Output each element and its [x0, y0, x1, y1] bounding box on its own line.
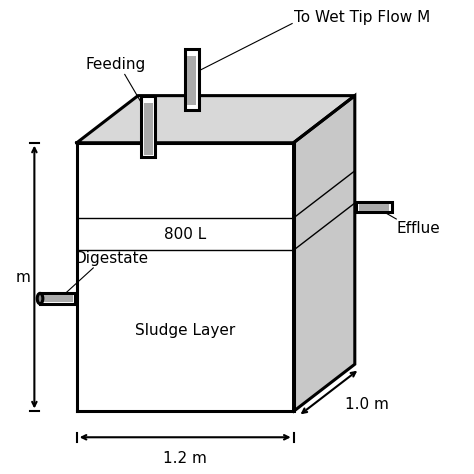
Text: Efflue: Efflue — [396, 221, 440, 237]
Text: Sludge Layer: Sludge Layer — [135, 323, 235, 338]
Ellipse shape — [37, 293, 43, 304]
Text: 800 L: 800 L — [164, 227, 206, 242]
Polygon shape — [77, 143, 293, 411]
Bar — [144, 103, 153, 155]
Polygon shape — [77, 96, 355, 143]
Bar — [40, 293, 75, 304]
Text: 1.2 m: 1.2 m — [163, 451, 207, 466]
Text: Digestate: Digestate — [74, 251, 148, 265]
Polygon shape — [293, 96, 355, 411]
Text: To Wet Tip Flow M: To Wet Tip Flow M — [293, 10, 430, 26]
Bar — [43, 295, 73, 302]
Text: 1.0 m: 1.0 m — [346, 397, 389, 412]
Bar — [356, 202, 392, 212]
Bar — [187, 55, 196, 105]
Bar — [359, 204, 389, 210]
Bar — [184, 48, 199, 110]
Text: m: m — [15, 270, 30, 284]
Bar — [141, 96, 155, 157]
Text: Feeding: Feeding — [85, 57, 146, 72]
